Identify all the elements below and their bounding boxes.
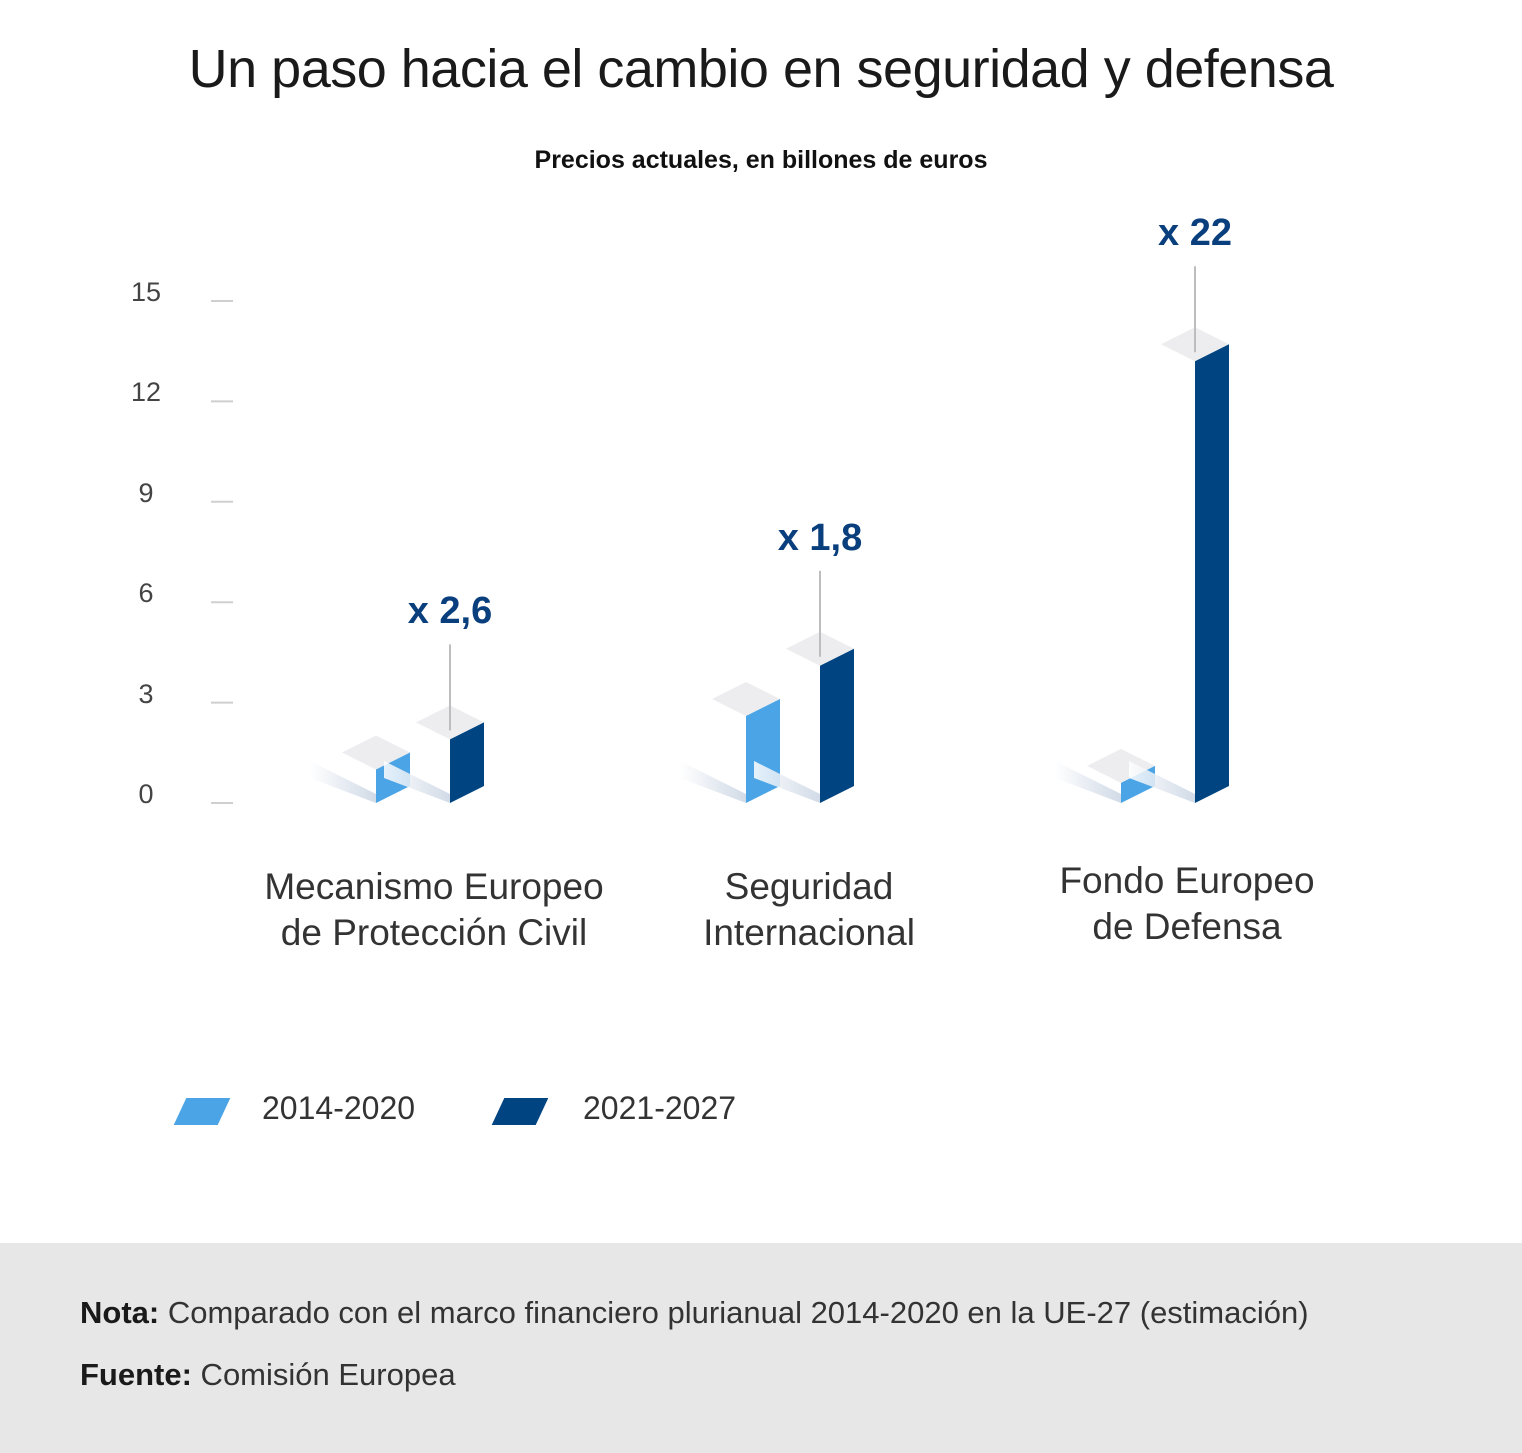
- bar-2021-2027-1: [820, 648, 854, 803]
- category-label-line: Internacional: [703, 912, 915, 953]
- bar-2021-2027-0: [450, 722, 484, 803]
- multiplier-label: x 1,8: [777, 516, 863, 559]
- note-line: Nota: Comparado con el marco financiero …: [80, 1295, 1309, 1331]
- bar-2021-2027-0-shadow: [384, 761, 450, 803]
- y-tick-label: 15: [130, 277, 162, 307]
- multiplier-label: x 2,6: [407, 590, 493, 633]
- y-tick-label: 12: [130, 377, 162, 408]
- note-text: Comparado con el marco financiero pluria…: [159, 1295, 1309, 1330]
- bar-2014-2020-2-shadow: [1055, 761, 1121, 803]
- bar-2021-2027-1-shadow: [754, 761, 820, 803]
- bar-2014-2020-1-shadow: [680, 761, 746, 803]
- legend-label-2021-2027: 2021-2027: [583, 1090, 737, 1126]
- chart-title: Un paso hacia el cambio en seguridad y d…: [188, 39, 1334, 99]
- multiplier-label: x 22: [1158, 212, 1232, 255]
- category-label-line: de Defensa: [1092, 906, 1282, 947]
- bar-2014-2020-0-shadow: [310, 761, 376, 803]
- y-tick-label: 9: [138, 477, 154, 508]
- legend-label-2014-2020: 2014-2020: [262, 1090, 416, 1126]
- y-tick-label: 3: [138, 678, 154, 709]
- category-label: Mecanismo Europeo de Protección Civil: [224, 864, 644, 956]
- note-label: Nota:: [80, 1295, 160, 1330]
- source-line: Fuente: Comisión Europea: [80, 1357, 456, 1393]
- chart-subtitle: Precios actuales, en billones de euros: [534, 146, 988, 174]
- y-tick-label: 6: [138, 578, 154, 609]
- bar-2014-2020-1: [746, 698, 780, 803]
- category-label: Seguridad Internacional: [599, 864, 1019, 956]
- category-label-line: Seguridad: [724, 866, 894, 907]
- footer-notes: Nota: Comparado con el marco financiero …: [0, 1243, 1522, 1453]
- category-label-line: Fondo Europeo: [1059, 860, 1315, 901]
- source-text: Comisión Europea: [191, 1357, 456, 1392]
- category-label: Fondo Europeo de Defensa: [977, 858, 1397, 950]
- category-label-line: de Protección Civil: [280, 912, 588, 953]
- source-label: Fuente:: [80, 1357, 192, 1392]
- bar-2021-2027-2: [1195, 344, 1229, 803]
- category-label-line: Mecanismo Europeo: [264, 866, 604, 907]
- bar-chart: [211, 266, 1229, 804]
- y-tick-label: 0: [138, 779, 154, 809]
- bar-2021-2027-2-shadow: [1129, 761, 1195, 803]
